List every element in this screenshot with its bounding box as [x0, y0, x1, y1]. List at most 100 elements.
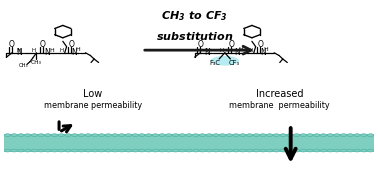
Circle shape: [38, 134, 44, 137]
Circle shape: [193, 134, 199, 137]
Circle shape: [51, 149, 57, 152]
Circle shape: [253, 134, 259, 137]
Text: O: O: [68, 40, 74, 49]
Circle shape: [179, 134, 185, 137]
Circle shape: [51, 134, 57, 137]
Text: O: O: [9, 40, 15, 49]
Circle shape: [92, 149, 98, 152]
Circle shape: [31, 149, 37, 152]
FancyBboxPatch shape: [5, 134, 373, 152]
Circle shape: [361, 134, 367, 137]
Circle shape: [125, 149, 132, 152]
Circle shape: [273, 149, 279, 152]
Text: N: N: [44, 48, 50, 57]
Circle shape: [233, 149, 239, 152]
Circle shape: [206, 134, 212, 137]
Circle shape: [334, 134, 340, 137]
Circle shape: [5, 134, 11, 137]
Text: $\bfit{substitution}$: $\bfit{substitution}$: [156, 30, 234, 42]
Circle shape: [287, 134, 293, 137]
Circle shape: [132, 134, 138, 137]
Text: N: N: [234, 48, 240, 57]
Text: H: H: [238, 47, 243, 52]
Circle shape: [294, 149, 300, 152]
Circle shape: [99, 149, 105, 152]
Circle shape: [354, 134, 360, 137]
Circle shape: [105, 149, 112, 152]
Circle shape: [65, 149, 71, 152]
Circle shape: [300, 134, 306, 137]
Circle shape: [347, 134, 353, 137]
Circle shape: [78, 134, 84, 137]
Circle shape: [186, 134, 192, 137]
Circle shape: [200, 149, 206, 152]
Text: CF₃: CF₃: [229, 59, 240, 66]
Circle shape: [179, 149, 185, 152]
Circle shape: [213, 134, 219, 137]
Circle shape: [45, 134, 51, 137]
Circle shape: [139, 149, 145, 152]
Text: $\bfit{CH_3}$ $\bfit{to}$ $\bfit{CF_3}$: $\bfit{CH_3}$ $\bfit{to}$ $\bfit{CF_3}$: [161, 9, 228, 23]
Text: membrane  permeability: membrane permeability: [229, 101, 330, 110]
Circle shape: [367, 149, 373, 152]
Circle shape: [159, 149, 165, 152]
Circle shape: [166, 134, 172, 137]
Circle shape: [112, 149, 118, 152]
Circle shape: [139, 134, 145, 137]
Circle shape: [341, 134, 347, 137]
Circle shape: [105, 134, 112, 137]
Circle shape: [11, 149, 17, 152]
Text: Increased: Increased: [256, 89, 303, 99]
Circle shape: [206, 149, 212, 152]
Circle shape: [280, 149, 286, 152]
Text: H: H: [75, 47, 80, 52]
Circle shape: [367, 134, 373, 137]
Circle shape: [273, 134, 279, 137]
Circle shape: [354, 149, 360, 152]
Text: H: H: [220, 48, 224, 53]
Text: H: H: [50, 48, 54, 53]
Circle shape: [341, 149, 347, 152]
Text: N: N: [204, 48, 210, 57]
Text: H: H: [60, 48, 64, 53]
Circle shape: [125, 134, 132, 137]
Circle shape: [334, 149, 340, 152]
Circle shape: [25, 149, 31, 152]
Circle shape: [314, 149, 320, 152]
Circle shape: [314, 134, 320, 137]
Circle shape: [307, 134, 313, 137]
Circle shape: [300, 149, 306, 152]
Circle shape: [58, 149, 64, 152]
Circle shape: [213, 149, 219, 152]
Circle shape: [246, 149, 253, 152]
Text: O: O: [40, 40, 46, 49]
Circle shape: [92, 134, 98, 137]
Text: H: H: [205, 48, 210, 53]
Text: H: H: [17, 48, 22, 53]
Circle shape: [152, 134, 158, 137]
Circle shape: [287, 149, 293, 152]
Ellipse shape: [211, 56, 239, 66]
Circle shape: [18, 134, 24, 137]
Circle shape: [65, 134, 71, 137]
Circle shape: [220, 134, 226, 137]
Circle shape: [361, 149, 367, 152]
Circle shape: [146, 149, 152, 152]
Circle shape: [25, 134, 31, 137]
Circle shape: [240, 149, 246, 152]
Circle shape: [321, 149, 327, 152]
Circle shape: [253, 149, 259, 152]
Circle shape: [280, 134, 286, 137]
Circle shape: [166, 149, 172, 152]
Circle shape: [72, 149, 78, 152]
Circle shape: [307, 149, 313, 152]
Circle shape: [38, 149, 44, 152]
Circle shape: [266, 134, 273, 137]
Circle shape: [72, 134, 78, 137]
Circle shape: [327, 149, 333, 152]
Circle shape: [132, 149, 138, 152]
Circle shape: [172, 134, 178, 137]
Text: N: N: [72, 48, 77, 57]
Circle shape: [11, 134, 17, 137]
Text: H: H: [31, 48, 36, 53]
